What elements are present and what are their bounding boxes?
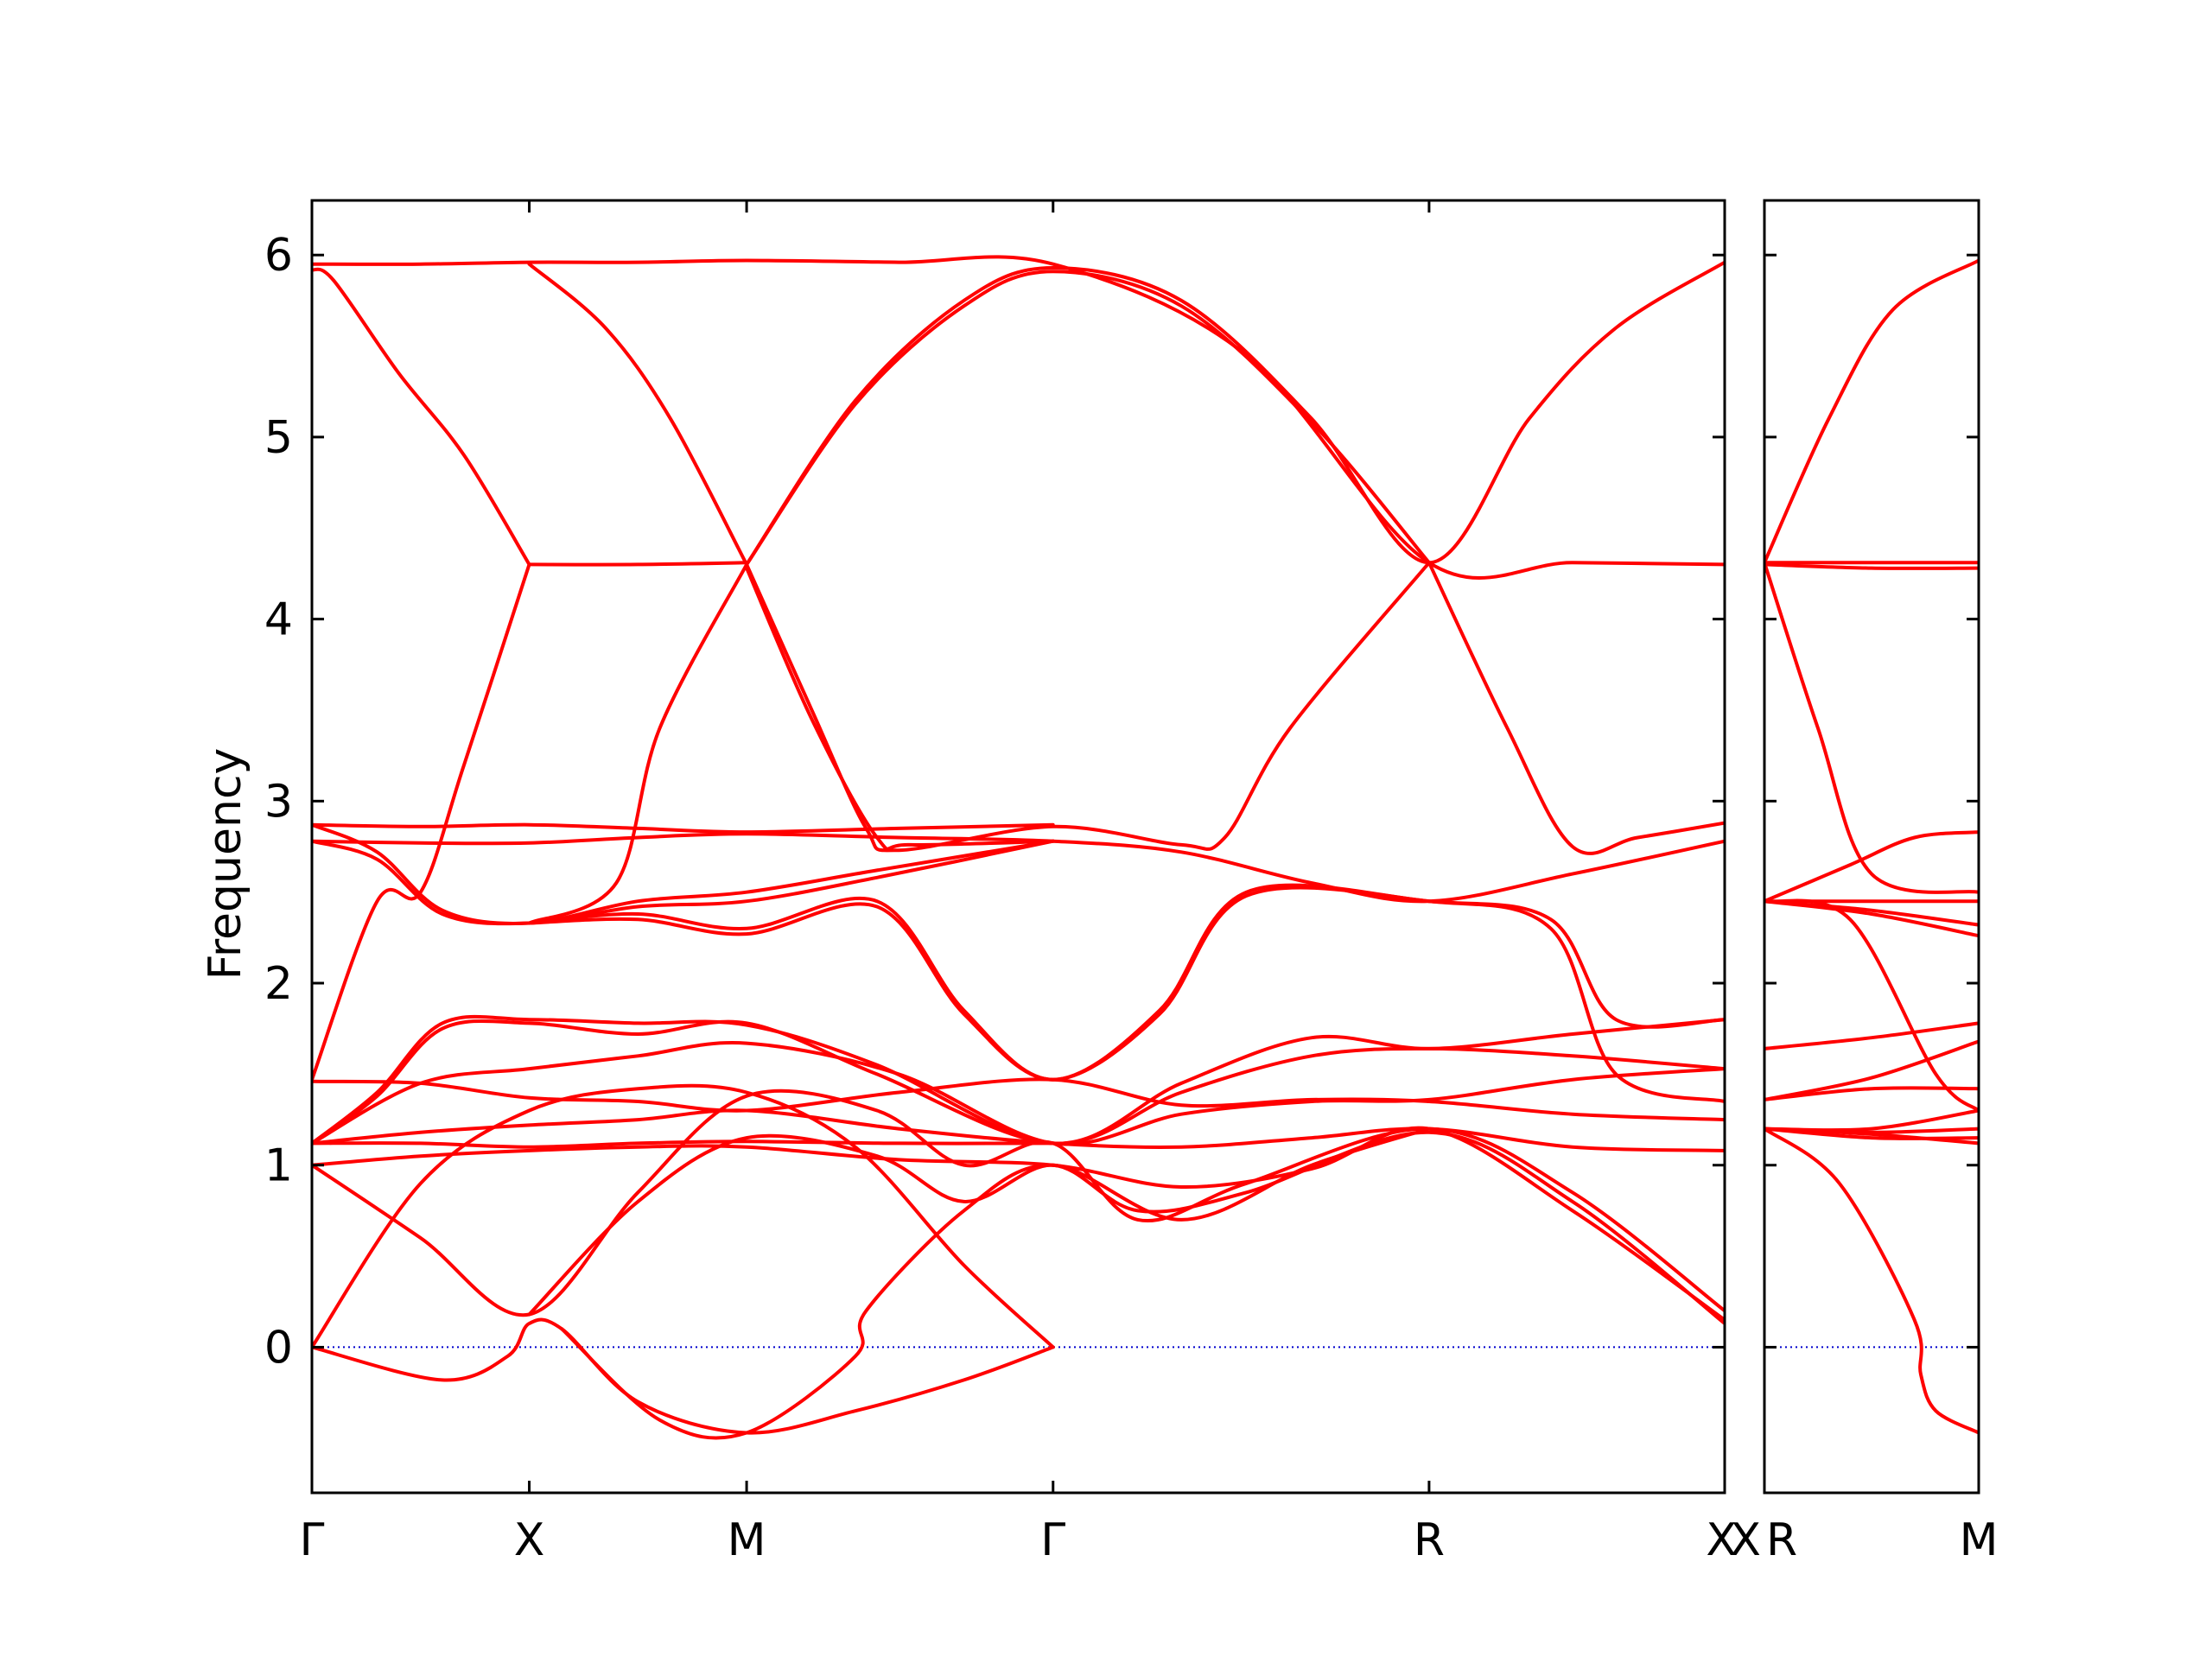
band-line-inset-8 bbox=[1764, 899, 1979, 938]
band-line-inset-16 bbox=[1764, 1127, 1979, 1146]
band-line-main-12 bbox=[312, 822, 1055, 835]
x-tick-label: M bbox=[1960, 1514, 1999, 1566]
band-line-main-26 bbox=[527, 1130, 1725, 1325]
y-tick-label: 6 bbox=[264, 230, 293, 282]
band-line-inset-4 bbox=[1764, 561, 1979, 894]
band-line-inset-17 bbox=[1764, 1127, 1979, 1435]
band-line-main-1 bbox=[312, 255, 1725, 580]
band-line-main-4 bbox=[527, 561, 749, 567]
band-line-main-17 bbox=[527, 885, 1725, 1103]
x-tick-label: X bbox=[514, 1514, 545, 1566]
panel-inset-bands bbox=[1764, 258, 1979, 1435]
band-line-main-16 bbox=[527, 883, 1725, 1082]
plot-frame-inset bbox=[1763, 199, 1980, 1495]
band-line-inset-9 bbox=[1764, 898, 1979, 1113]
y-tick-label: 2 bbox=[264, 958, 293, 1010]
band-line-main-19 bbox=[312, 1019, 1725, 1146]
frames-layer bbox=[310, 199, 1980, 1495]
x-tick-label: M bbox=[728, 1514, 766, 1566]
y-tick-label: 3 bbox=[264, 776, 293, 828]
band-line-main-27 bbox=[312, 1083, 1055, 1349]
y-tick-label: 1 bbox=[264, 1140, 293, 1192]
band-line-main-20 bbox=[312, 1041, 1725, 1146]
band-line-main-2 bbox=[312, 267, 531, 567]
band-line-main-28 bbox=[312, 1317, 1055, 1435]
band-line-main-5 bbox=[745, 260, 1725, 567]
band-line-main-8 bbox=[527, 562, 749, 925]
y-tick-label: 5 bbox=[264, 412, 293, 464]
plot-frame-main bbox=[310, 199, 1726, 1495]
x-tick-label: R bbox=[1414, 1514, 1445, 1566]
y-axis-title: Frequency bbox=[200, 748, 251, 981]
band-line-inset-3 bbox=[1764, 562, 1979, 570]
bands-layer bbox=[312, 255, 1979, 1440]
x-tick-label: R bbox=[1766, 1514, 1797, 1566]
x-tick-label: X bbox=[1706, 1514, 1737, 1566]
band-line-main-23 bbox=[312, 1139, 1055, 1149]
ticks-layer bbox=[310, 200, 1980, 1493]
band-line-main-9 bbox=[745, 561, 1431, 853]
band-line-main-14 bbox=[312, 822, 1055, 925]
band-line-inset-1 bbox=[1764, 258, 1979, 565]
band-line-main-6 bbox=[745, 270, 1431, 567]
band-line-main-24 bbox=[312, 1126, 1725, 1322]
band-line-main-29 bbox=[560, 1127, 1431, 1440]
y-tick-label: 0 bbox=[264, 1322, 293, 1374]
band-line-inset-5 bbox=[1764, 830, 1979, 904]
band-line-main-10 bbox=[745, 566, 1055, 851]
band-line-main-21 bbox=[312, 1077, 1725, 1122]
band-line-main-15 bbox=[312, 839, 1055, 926]
band-line-main-11 bbox=[1427, 561, 1725, 855]
band-line-inset-13 bbox=[1764, 1108, 1979, 1133]
band-line-main-7 bbox=[312, 562, 531, 1082]
x-tick-label: Γ bbox=[300, 1514, 325, 1566]
band-line-inset-10 bbox=[1764, 1021, 1979, 1050]
band-line-main-13 bbox=[312, 832, 1725, 904]
x-tick-label: Γ bbox=[1040, 1514, 1065, 1566]
x-tick-label: X bbox=[1730, 1514, 1761, 1566]
panel-main-bands bbox=[312, 255, 1725, 1440]
band-line-main-3 bbox=[527, 262, 749, 567]
band-line-inset-11 bbox=[1764, 1039, 1979, 1101]
band-line-inset-12 bbox=[1764, 1086, 1979, 1101]
y-tick-label: 4 bbox=[264, 594, 293, 646]
